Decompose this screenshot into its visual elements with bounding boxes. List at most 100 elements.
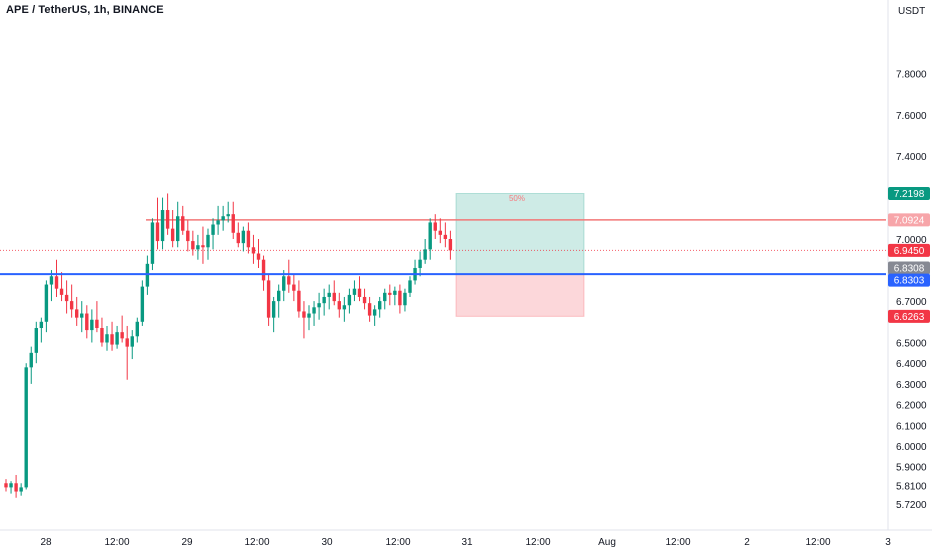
- price-tag-target: 7.2198: [894, 189, 925, 200]
- candle-down: [251, 247, 256, 254]
- candle-down: [337, 301, 341, 310]
- price-tag-support: 6.8308: [894, 264, 925, 275]
- y-tick-label: 6.3000: [896, 380, 927, 391]
- candle-down: [125, 338, 129, 347]
- candle-up: [39, 321, 44, 329]
- candle-down: [14, 483, 18, 492]
- y-tick-label: 6.5000: [896, 339, 927, 350]
- candle-down: [443, 234, 448, 239]
- price-tag-last: 6.9450: [894, 246, 925, 257]
- candle-down: [362, 296, 367, 304]
- candle-up: [312, 307, 316, 314]
- x-tick-label: 30: [321, 537, 333, 548]
- candle-up: [428, 222, 432, 250]
- y-tick-label: 7.6000: [896, 111, 927, 122]
- candle-down: [110, 334, 114, 345]
- candle-down: [448, 239, 453, 251]
- y-tick-label: 6.7000: [896, 297, 927, 308]
- candle-up: [211, 224, 215, 235]
- candle-down: [438, 230, 442, 235]
- candle-up: [322, 296, 326, 304]
- candle-up: [408, 280, 412, 293]
- candle-up: [277, 290, 281, 302]
- candle-up: [29, 352, 33, 368]
- x-tick-label: 28: [40, 537, 52, 548]
- candle-up: [418, 259, 422, 268]
- candle-up: [282, 276, 286, 291]
- y-tick-label: 5.9000: [896, 463, 927, 474]
- candle-down: [191, 241, 195, 250]
- candle-down: [246, 230, 251, 248]
- candle-up: [105, 334, 109, 343]
- y-tick-label: 5.7200: [896, 500, 927, 511]
- candle-up: [130, 336, 134, 347]
- y-tick-label: 7.8000: [896, 69, 927, 80]
- candle-down: [266, 280, 271, 318]
- candle-down: [54, 276, 59, 289]
- candle-down: [181, 216, 185, 231]
- candle-down: [231, 214, 235, 233]
- candle-down: [292, 284, 296, 291]
- y-tick-label: 6.0000: [896, 442, 927, 453]
- candle-up: [347, 294, 352, 306]
- candle-up: [34, 328, 38, 353]
- price-tag-last-bg: [888, 243, 930, 257]
- candle-up: [352, 288, 357, 295]
- y-tick-label: 5.8100: [896, 481, 927, 492]
- candle-down: [302, 311, 306, 318]
- candle-up: [372, 309, 377, 316]
- position-stop-zone: [455, 273, 585, 317]
- candle-down: [100, 328, 104, 343]
- candle-up: [378, 301, 382, 310]
- candle-down: [69, 301, 74, 310]
- candle-down: [201, 245, 205, 248]
- x-tick-label: 29: [181, 537, 193, 548]
- currency-label: USDT: [898, 6, 925, 17]
- x-tick-label: 12:00: [244, 537, 269, 548]
- candle-down: [236, 232, 240, 244]
- candle-up: [241, 230, 246, 244]
- candle-up: [9, 483, 13, 488]
- position-target-zone: [455, 193, 585, 275]
- candle-up: [271, 301, 276, 318]
- candle-up: [226, 214, 230, 217]
- candle-down: [4, 483, 8, 488]
- price-tag-support-bg: [888, 261, 930, 275]
- candle-down: [357, 288, 362, 297]
- x-tick-label: 12:00: [104, 537, 129, 548]
- candle-down: [261, 259, 266, 281]
- candle-up: [150, 222, 155, 264]
- candle-up: [160, 210, 165, 242]
- candle-up: [135, 321, 139, 337]
- candle-down: [120, 332, 124, 339]
- y-tick-label: 6.1000: [896, 421, 927, 432]
- price-tag-entry: 6.8303: [894, 276, 925, 287]
- candle-down: [297, 290, 301, 312]
- candle-down: [332, 292, 336, 302]
- x-tick-label: 12:00: [805, 537, 830, 548]
- candle-up: [176, 216, 180, 242]
- price-tag-entry-bg: [888, 273, 930, 287]
- candle-down: [75, 309, 79, 318]
- candle-down: [367, 303, 372, 316]
- candle-down: [287, 276, 291, 285]
- candle-down: [85, 313, 89, 331]
- x-tick-label: 31: [461, 537, 473, 548]
- candle-up: [403, 292, 407, 306]
- position-annotation: 50%: [509, 194, 525, 203]
- y-tick-label: 6.4000: [896, 359, 927, 370]
- y-tick-label: 7.0000: [896, 235, 927, 246]
- price-tag-resistance: 7.0924: [894, 215, 925, 226]
- x-tick-label: 12:00: [525, 537, 550, 548]
- price-tag-resistance-bg: [888, 213, 930, 227]
- candle-down: [256, 253, 261, 260]
- candle-down: [398, 290, 402, 306]
- candle-down: [155, 222, 160, 242]
- candle-down: [64, 294, 69, 302]
- price-tag-stop-bg: [888, 309, 930, 323]
- chart-title: APE / TetherUS, 1h, BINANCE: [6, 4, 164, 16]
- x-tick-label: 2: [744, 537, 750, 548]
- candle-up: [423, 249, 427, 260]
